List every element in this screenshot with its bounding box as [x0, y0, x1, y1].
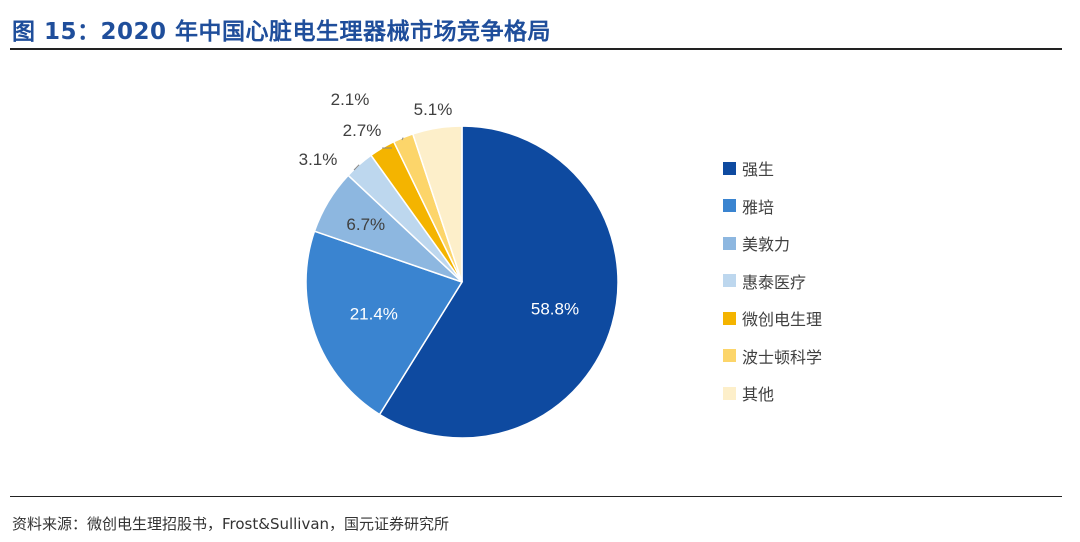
source-note: 资料来源：微创电生理招股书，Frost&Sullivan，国元证券研究所 [12, 515, 450, 533]
slice-label-1: 58.8% [531, 300, 579, 319]
slice-label-3: 6.7% [346, 215, 385, 234]
chart-title: 图 15：2020 年中国心脏电生理器械市场竞争格局 [12, 19, 552, 45]
legend-item-4: 惠泰医疗 [723, 269, 822, 293]
leader-line-4 [353, 164, 360, 171]
legend-item-7: 其他 [723, 381, 822, 405]
legend-label: 强生 [742, 160, 775, 179]
leader-line-6 [401, 137, 404, 141]
pie-slice-7 [411, 125, 463, 283]
legend-item-6: 波士顿科学 [723, 344, 822, 368]
pie-slice-2 [305, 230, 464, 416]
slice-label-2: 21.4% [350, 304, 398, 323]
legend-item-1: 强生 [723, 156, 822, 180]
pie-slice-1 [378, 125, 619, 439]
slice-label-4: 3.1% [299, 150, 338, 169]
chart-legend: 强生雅培美敦力惠泰医疗微创电生理波士顿科学其他 [723, 156, 822, 419]
legend-label: 波士顿科学 [742, 347, 823, 367]
slice-label-6: 2.1% [331, 90, 370, 109]
legend-label: 美敦力 [742, 235, 791, 254]
legend-swatch [723, 236, 736, 250]
legend-swatch [723, 349, 736, 362]
legend-swatch [723, 311, 736, 325]
legend-swatch [723, 386, 736, 400]
legend-label: 微创电生理 [742, 310, 823, 329]
legend-swatch [723, 274, 736, 287]
legend-item-2: 雅培 [723, 194, 822, 218]
bottom-divider [10, 496, 1062, 497]
legend-label: 惠泰医疗 [742, 272, 807, 292]
legend-item-3: 美敦力 [723, 231, 822, 255]
legend-label: 其他 [742, 385, 775, 404]
top-divider [10, 48, 1062, 50]
legend-item-5: 微创电生理 [723, 306, 822, 330]
legend-swatch [723, 199, 736, 212]
slice-label-5: 2.7% [343, 121, 382, 140]
slice-label-7: 5.1% [414, 100, 453, 119]
legend-swatch [723, 161, 736, 175]
legend-label: 雅培 [742, 197, 775, 217]
